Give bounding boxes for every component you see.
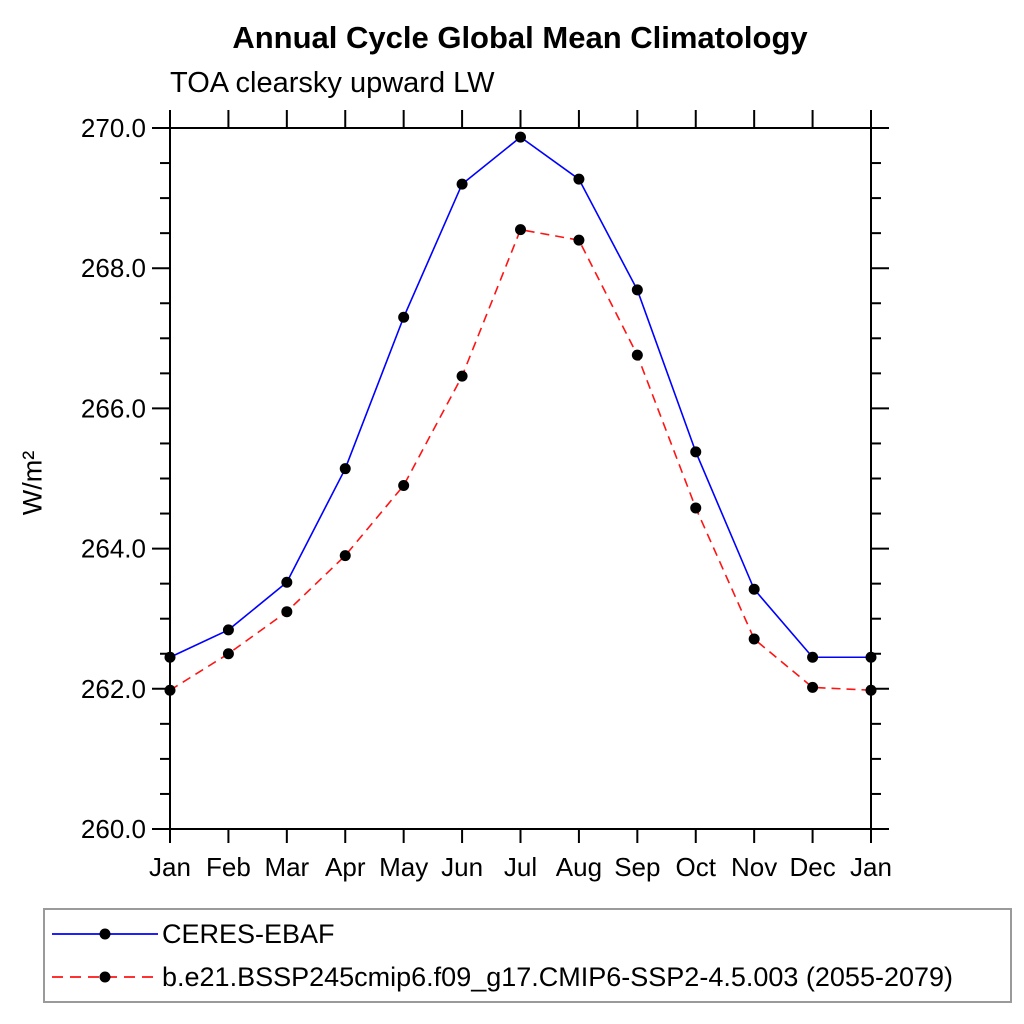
x-tick-label: Nov: [731, 852, 777, 882]
data-point-marker: [748, 583, 760, 595]
x-tick-label: Aug: [556, 852, 602, 882]
x-tick-label: Jun: [441, 852, 483, 882]
x-tick-label: Jul: [504, 852, 537, 882]
data-point-marker: [164, 651, 176, 663]
data-point-marker: [339, 550, 351, 562]
x-tick-label: Sep: [614, 852, 660, 882]
y-tick-label: 270.0: [81, 113, 146, 143]
legend-item-model: b.e21.BSSP245cmip6.f09_g17.CMIP6-SSP2-4.…: [50, 958, 1010, 996]
legend-sample-marker: [99, 971, 111, 983]
data-point-marker: [281, 606, 293, 618]
data-point-marker: [631, 284, 643, 296]
x-tick-label: Apr: [325, 852, 366, 882]
legend-box: CERES-EBAF b.e21.BSSP245cmip6.f09_g17.CM…: [43, 908, 1012, 1003]
legend-line-marker-sample-dashed: [52, 971, 158, 983]
x-tick-label: Oct: [676, 852, 717, 882]
chart-title: Annual Cycle Global Mean Climatology: [232, 20, 808, 55]
y-tick-label: 264.0: [81, 534, 146, 564]
y-tick-label: 268.0: [81, 253, 146, 283]
x-tick-label: Jan: [149, 852, 191, 882]
data-point-marker: [865, 651, 877, 663]
y-tick-label: 266.0: [81, 393, 146, 423]
data-point-marker: [515, 224, 526, 236]
legend-sample-marker: [99, 928, 111, 940]
y-tick-label: 260.0: [81, 814, 146, 844]
data-point-marker: [807, 681, 819, 693]
data-point-marker: [164, 684, 176, 696]
data-point-marker: [339, 463, 351, 475]
data-point-marker: [398, 311, 410, 323]
series-line-0: [169, 136, 871, 659]
legend-item-ceres: CERES-EBAF: [50, 915, 1010, 953]
data-point-marker: [456, 178, 468, 190]
y-tick-label: 262.0: [81, 674, 146, 704]
x-tick-label: Mar: [264, 852, 309, 882]
x-tick-label: Feb: [206, 852, 251, 882]
data-point-marker: [515, 131, 526, 143]
data-point-marker: [748, 633, 760, 645]
data-point-marker: [631, 349, 643, 361]
x-tick-label: Dec: [789, 852, 835, 882]
x-tick-label: May: [379, 852, 428, 882]
data-point-marker: [222, 624, 234, 636]
data-point-marker: [398, 480, 410, 492]
data-point-marker: [222, 648, 234, 660]
data-point-marker: [690, 446, 702, 458]
chart-subtitle: TOA clearsky upward LW: [170, 67, 495, 99]
series-line-1: [169, 228, 872, 692]
x-tick-label: Jan: [850, 852, 892, 882]
plot-area: Jan Feb Mar Apr May Jun Jul Aug Sep Oct Nov Dec Jan2…: [81, 110, 892, 882]
data-point-marker: [690, 502, 702, 514]
data-point-marker: [865, 684, 877, 696]
legend-line-marker-sample-solid: [52, 928, 158, 940]
data-point-marker: [573, 234, 585, 246]
data-point-marker: [807, 651, 819, 663]
legend-label-model: b.e21.BSSP245cmip6.f09_g17.CMIP6-SSP2-4.…: [162, 961, 954, 992]
data-point-marker: [573, 173, 585, 185]
data-point-marker: [456, 370, 468, 382]
data-point-marker: [281, 576, 293, 588]
legend-label-ceres: CERES-EBAF: [162, 918, 335, 949]
